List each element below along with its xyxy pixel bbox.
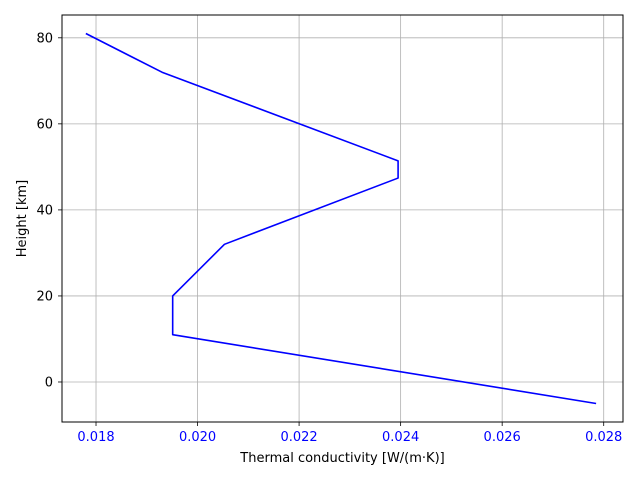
x-tick-label: 0.024 [382,430,419,445]
y-tick-label: 60 [36,117,53,132]
series-layer [85,32,597,405]
grid [62,15,623,422]
x-axis-ticks: 0.018 0.020 0.022 0.024 0.026 0.028 [77,422,622,445]
y-tick-label: 40 [36,203,53,218]
y-axis-ticks: 0 20 40 60 80 [36,31,62,390]
y-tick-label: 20 [36,289,53,304]
y-tick-label: 80 [36,31,53,46]
series-line [85,32,597,405]
x-tick-label: 0.022 [280,430,317,445]
y-axis-label: Height [km] [15,180,30,257]
x-tick-label: 0.020 [179,430,216,445]
axes-frame [61,14,624,423]
x-tick-label: 0.028 [585,430,622,445]
x-tick-label: 0.026 [484,430,521,445]
y-tick-label: 0 [45,375,53,390]
x-axis-label: Thermal conductivity [W/(m·K)] [239,451,444,466]
x-tick-label: 0.018 [77,430,114,445]
